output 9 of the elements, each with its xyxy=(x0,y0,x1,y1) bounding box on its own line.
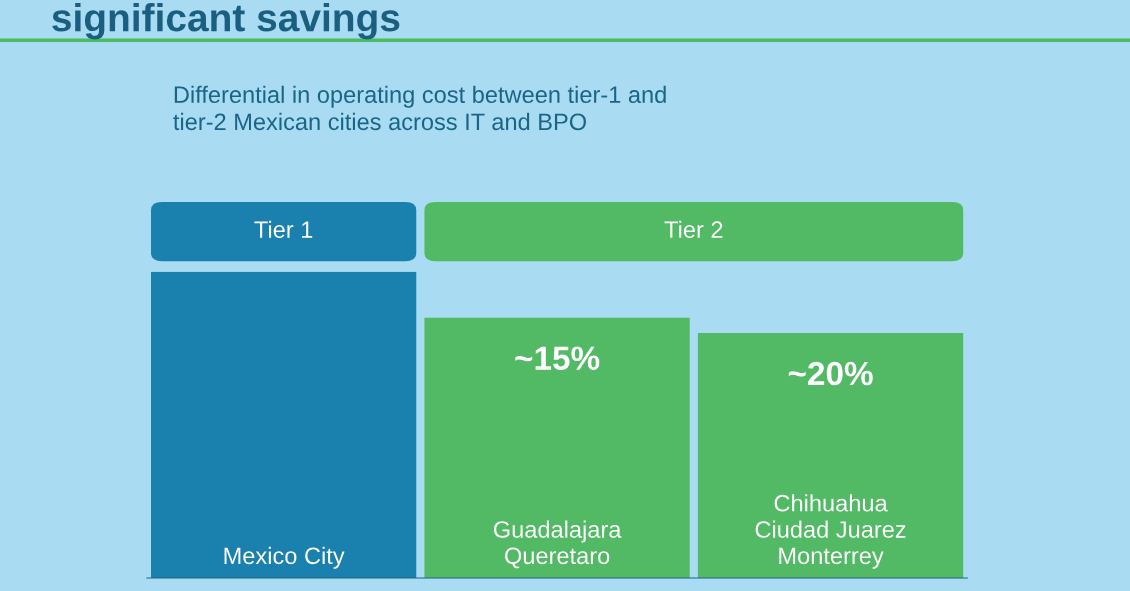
chart-title: significant savings xyxy=(52,2,400,40)
x-tick-label: Chihuahua Ciudad Juarez Monterrey xyxy=(755,494,906,569)
chart-subtitle: Differential in operating cost between tier-1 and tier-2 Mexican cities across IT and BPO xyxy=(173,85,666,131)
x-tick-label: Guadalajara Queretaro xyxy=(493,520,622,569)
annotation: ~15% xyxy=(515,346,600,371)
annotation: ~20% xyxy=(788,361,873,386)
text: Tier 1 xyxy=(254,220,313,239)
text: Tier 2 xyxy=(664,220,723,239)
x-tick-label: Mexico City xyxy=(224,546,345,569)
